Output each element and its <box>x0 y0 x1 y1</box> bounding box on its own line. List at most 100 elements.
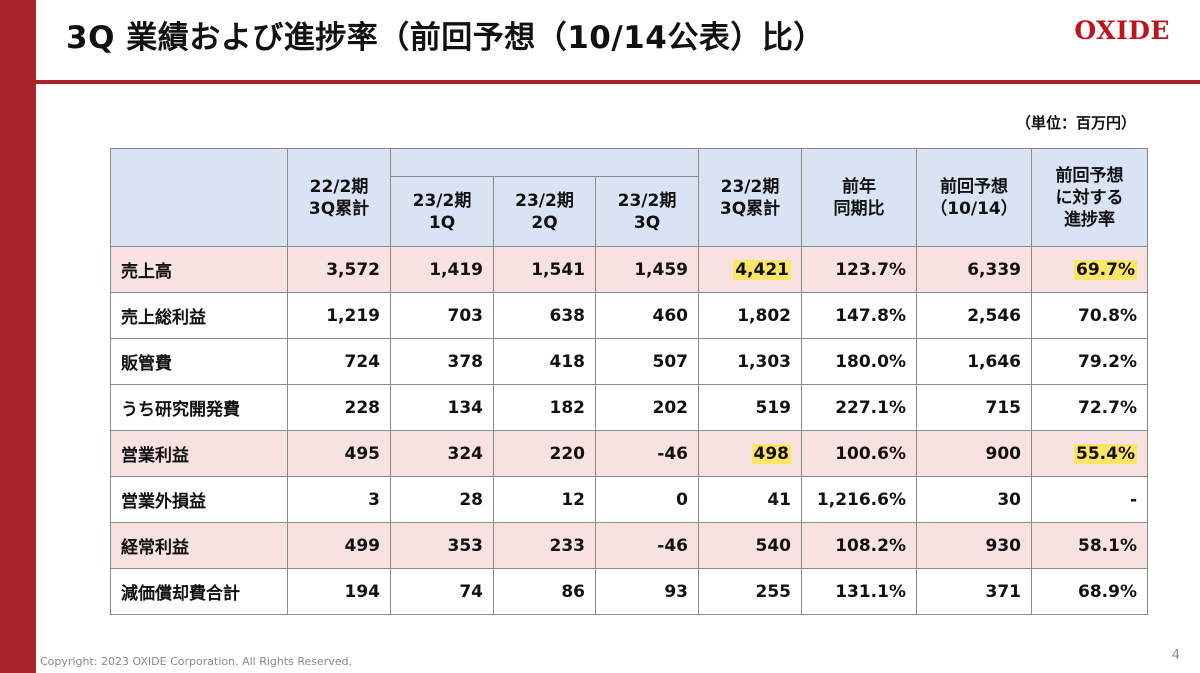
table-row: 売上高 3,572 1,419 1,541 1,459 4,421 123.7% 6,339 6… <box>110 246 1148 293</box>
cell-progress: 55.4% <box>1031 430 1148 477</box>
row-label: 営業利益 <box>110 430 288 477</box>
cell-q3: 460 <box>595 292 699 339</box>
cell-forecast: 1,646 <box>916 338 1032 385</box>
cell-q2: 1,541 <box>493 246 596 293</box>
cell-progress: 69.7% <box>1031 246 1148 293</box>
cell-q2: 418 <box>493 338 596 385</box>
cell-cumulative: 519 <box>698 384 802 431</box>
cell-forecast: 930 <box>916 522 1032 569</box>
table-row: 減価償却費合計 194 74 86 93 255 131.1% 371 68.9% <box>110 568 1148 615</box>
cell-forecast: 371 <box>916 568 1032 615</box>
cell-prev-cumulative: 194 <box>287 568 391 615</box>
table-row: 売上総利益 1,219 703 638 460 1,802 147.8% 2,546 70.8% <box>110 292 1148 339</box>
cell-q2: 638 <box>493 292 596 339</box>
highlighted-value: 4,421 <box>733 259 791 280</box>
row-label: 販管費 <box>110 338 288 385</box>
cell-yoy: 123.7% <box>801 246 917 293</box>
row-label: 経常利益 <box>110 522 288 569</box>
cell-yoy: 1,216.6% <box>801 476 917 523</box>
cell-yoy: 100.6% <box>801 430 917 477</box>
cell-progress: 58.1% <box>1031 522 1148 569</box>
cell-q3: 0 <box>595 476 699 523</box>
highlighted-value: 498 <box>751 443 791 464</box>
header-yoy: 前年 同期比 <box>801 148 917 247</box>
title-underline <box>36 80 1200 84</box>
cell-q2: 182 <box>493 384 596 431</box>
page-number: 4 <box>1171 648 1180 663</box>
header-cumulative: 23/2期 3Q累計 <box>698 148 802 247</box>
cell-cumulative: 1,303 <box>698 338 802 385</box>
cell-q1: 378 <box>390 338 494 385</box>
row-label: 売上総利益 <box>110 292 288 339</box>
cell-q3: -46 <box>595 522 699 569</box>
cell-q2: 233 <box>493 522 596 569</box>
cell-q1: 28 <box>390 476 494 523</box>
cell-yoy: 108.2% <box>801 522 917 569</box>
cell-cumulative: 255 <box>698 568 802 615</box>
cell-q2: 220 <box>493 430 596 477</box>
cell-cumulative: 540 <box>698 522 802 569</box>
cell-progress: 72.7% <box>1031 384 1148 431</box>
cell-q1: 134 <box>390 384 494 431</box>
cell-yoy: 147.8% <box>801 292 917 339</box>
cell-progress: 70.8% <box>1031 292 1148 339</box>
cell-q3: 93 <box>595 568 699 615</box>
unit-note: （単位：百万円） <box>1015 114 1136 132</box>
highlighted-value: 55.4% <box>1074 443 1137 464</box>
cell-forecast: 30 <box>916 476 1032 523</box>
cell-forecast: 2,546 <box>916 292 1032 339</box>
row-label: 売上高 <box>110 246 288 293</box>
cell-q1: 353 <box>390 522 494 569</box>
cell-q3: -46 <box>595 430 699 477</box>
cell-forecast: 900 <box>916 430 1032 477</box>
header-prev-cumulative: 22/2期 3Q累計 <box>287 148 391 247</box>
cell-yoy: 227.1% <box>801 384 917 431</box>
cell-yoy: 180.0% <box>801 338 917 385</box>
slide-title: 3Q 業績および進捗率（前回予想（10/14公表）比） <box>66 20 825 56</box>
header-q2: 23/2期 2Q <box>493 176 596 247</box>
cell-cumulative: 498 <box>698 430 802 477</box>
oxide-logo: OXIDE <box>1074 16 1170 45</box>
cell-prev-cumulative: 495 <box>287 430 391 477</box>
cell-cumulative: 41 <box>698 476 802 523</box>
cell-q1: 324 <box>390 430 494 477</box>
cell-cumulative: 4,421 <box>698 246 802 293</box>
cell-prev-cumulative: 3 <box>287 476 391 523</box>
cell-prev-cumulative: 724 <box>287 338 391 385</box>
header-q1: 23/2期 1Q <box>390 176 494 247</box>
header-forecast: 前回予想 （10/14） <box>916 148 1032 247</box>
cell-q1: 1,419 <box>390 246 494 293</box>
table-body: 売上高 3,572 1,419 1,541 1,459 4,421 123.7% 6,339 6… <box>110 246 1148 615</box>
cell-cumulative: 1,802 <box>698 292 802 339</box>
header-quarters-group <box>390 148 699 177</box>
table-row: 販管費 724 378 418 507 1,303 180.0% 1,646 79.2% <box>110 338 1148 385</box>
copyright-footer: Copyright: 2023 OXIDE Corporation. All R… <box>40 655 353 668</box>
header-progress: 前回予想 に対する 進捗率 <box>1031 148 1148 247</box>
row-label: うち研究開発費 <box>110 384 288 431</box>
cell-prev-cumulative: 499 <box>287 522 391 569</box>
table-row: 営業外損益 3 28 12 0 41 1,216.6% 30- <box>110 476 1148 523</box>
cell-progress: 79.2% <box>1031 338 1148 385</box>
table-row: 営業利益 495 324 220 -46 498 100.6% 900 55.4% <box>110 430 1148 477</box>
highlighted-value: 69.7% <box>1074 259 1137 280</box>
cell-forecast: 6,339 <box>916 246 1032 293</box>
header-corner <box>110 148 288 247</box>
cell-prev-cumulative: 3,572 <box>287 246 391 293</box>
cell-progress: 68.9% <box>1031 568 1148 615</box>
cell-q3: 202 <box>595 384 699 431</box>
cell-q2: 12 <box>493 476 596 523</box>
cell-prev-cumulative: 1,219 <box>287 292 391 339</box>
cell-q1: 74 <box>390 568 494 615</box>
left-accent-bar <box>0 0 36 673</box>
row-label: 減価償却費合計 <box>110 568 288 615</box>
table-row: 経常利益 499 353 233 -46 540 108.2% 930 58.1% <box>110 522 1148 569</box>
results-table: 22/2期 3Q累計 23/2期 3Q累計 前年 同期比 前回予想 （10/14… <box>110 148 1148 615</box>
cell-q3: 507 <box>595 338 699 385</box>
cell-progress: - <box>1031 476 1148 523</box>
header-q3: 23/2期 3Q <box>595 176 699 247</box>
cell-forecast: 715 <box>916 384 1032 431</box>
cell-q1: 703 <box>390 292 494 339</box>
cell-yoy: 131.1% <box>801 568 917 615</box>
table-row: うち研究開発費 228 134 182 202 519 227.1% 715 72.7% <box>110 384 1148 431</box>
cell-prev-cumulative: 228 <box>287 384 391 431</box>
